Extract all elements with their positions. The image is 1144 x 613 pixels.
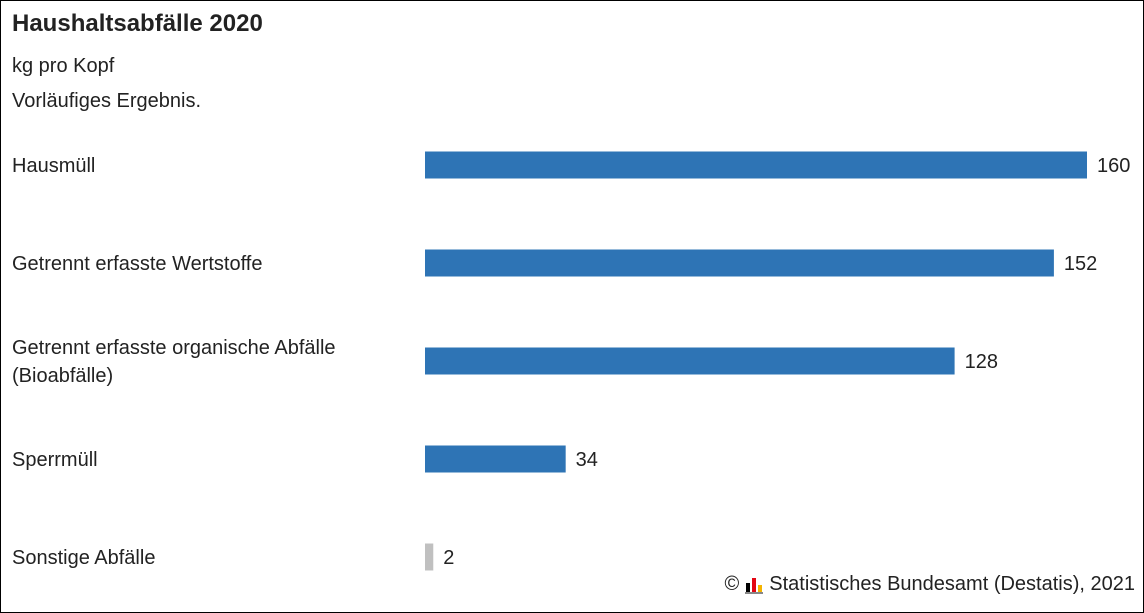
- category-label-line: (Bioabfälle): [12, 365, 113, 387]
- category-label-line: Getrennt erfasste organische Abfälle: [12, 337, 336, 359]
- value-label: 128: [965, 351, 998, 373]
- category-label: Getrennt erfasste organische Abfälle (Bio…: [12, 337, 336, 387]
- category-label: Sperrmüll: [12, 449, 98, 471]
- category-label: Sonstige Abfälle: [12, 547, 155, 569]
- bar: [425, 543, 434, 571]
- category-label-line: Hausmüll: [12, 155, 95, 177]
- copyright-symbol: ©: [724, 573, 740, 595]
- bar: [425, 347, 955, 375]
- bar: [425, 445, 566, 473]
- chart-subtitle: kg pro Kopf: [12, 55, 115, 77]
- source-text: Statistisches Bundesamt (Destatis), 2021: [769, 573, 1135, 595]
- source-footer: © Statistisches Bundesamt (Destatis), 20…: [725, 573, 1135, 596]
- value-label: 2: [443, 547, 454, 569]
- chart-title: Haushaltsabfälle 2020: [12, 10, 263, 37]
- chart-note: Vorläufiges Ergebnis.: [12, 90, 202, 112]
- destatis-logo-icon: [745, 576, 764, 594]
- category-label: Getrennt erfasste Wertstoffe: [12, 253, 263, 275]
- value-label: 160: [1097, 155, 1130, 177]
- category-label-line: Sperrmüll: [12, 449, 98, 471]
- category-label-line: Getrennt erfasste Wertstoffe: [12, 253, 263, 275]
- value-label: 152: [1064, 253, 1097, 275]
- bar: [425, 249, 1054, 277]
- bar: [425, 151, 1087, 179]
- category-label: Hausmüll: [12, 155, 95, 177]
- value-label: 34: [576, 449, 598, 471]
- category-label-line: Sonstige Abfälle: [12, 547, 155, 569]
